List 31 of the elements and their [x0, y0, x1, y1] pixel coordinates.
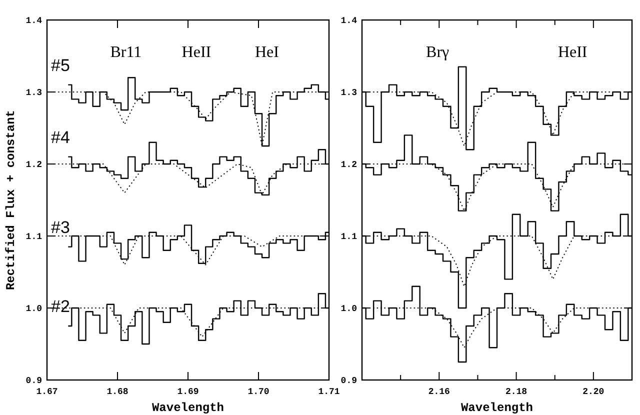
x-tick-label: 2.16: [428, 387, 450, 397]
annotation: HeII: [558, 44, 588, 61]
x-tick-label: 1.68: [106, 387, 128, 397]
annotation: HeII: [182, 44, 212, 61]
y-tick-label: 1.2: [26, 160, 42, 170]
y-tick-label: 1.4: [340, 16, 358, 26]
y-tick-label: 1.0: [340, 304, 357, 314]
y-tick-label: 1.1: [340, 232, 358, 242]
y-tick-label: 1.3: [340, 88, 357, 98]
y-axis-title: Rectified Flux + constant: [4, 110, 18, 290]
x-axis-title: Wavelength: [152, 401, 224, 415]
series-label: #4: [51, 128, 70, 147]
y-tick-label: 0.9: [340, 376, 357, 386]
annotation: Br11: [110, 44, 142, 61]
y-tick-label: 1.2: [340, 160, 357, 170]
y-tick-label: 1.3: [26, 88, 42, 98]
series-label: #5: [51, 56, 70, 75]
x-tick-label: 1.70: [248, 387, 270, 397]
y-tick-label: 1.1: [26, 232, 43, 242]
y-tick-label: 1.4: [26, 16, 43, 26]
x-tick-label: 2.20: [582, 387, 604, 397]
x-tick-label: 2.18: [505, 387, 528, 397]
y-tick-label: 1.0: [26, 304, 42, 314]
x-tick-label: 1.67: [36, 387, 58, 397]
series-label: #3: [51, 218, 70, 237]
annotation: Brγ: [426, 44, 450, 61]
annotation: HeI: [254, 44, 279, 61]
y-tick-label: 0.9: [26, 376, 42, 386]
x-tick-label: 1.71: [318, 387, 340, 397]
x-axis-title: Wavelength: [460, 401, 534, 415]
x-tick-label: 1.69: [177, 387, 199, 397]
